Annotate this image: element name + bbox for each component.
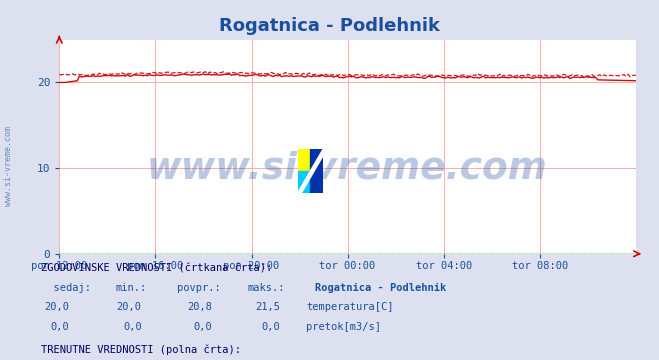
Text: 0,0: 0,0 xyxy=(123,322,142,332)
Text: povpr.:: povpr.: xyxy=(177,283,220,293)
Text: temperatura[C]: temperatura[C] xyxy=(306,302,394,312)
Text: Rogatnica - Podlehnik: Rogatnica - Podlehnik xyxy=(219,17,440,35)
Text: pretok[m3/s]: pretok[m3/s] xyxy=(306,322,382,332)
Text: 21,5: 21,5 xyxy=(255,302,280,312)
Text: www.si-vreme.com: www.si-vreme.com xyxy=(147,150,548,186)
Bar xyxy=(298,149,310,171)
Text: ZGODOVINSKE VREDNOSTI (črtkana črta):: ZGODOVINSKE VREDNOSTI (črtkana črta): xyxy=(41,264,272,274)
Bar xyxy=(310,149,323,193)
Text: 0,0: 0,0 xyxy=(262,322,280,332)
Text: maks.:: maks.: xyxy=(247,283,285,293)
Text: TRENUTNE VREDNOSTI (polna črta):: TRENUTNE VREDNOSTI (polna črta): xyxy=(41,344,241,355)
Bar xyxy=(298,171,310,193)
Text: sedaj:: sedaj: xyxy=(41,283,91,293)
Text: www.si-vreme.com: www.si-vreme.com xyxy=(4,126,13,206)
Text: Rogatnica - Podlehnik: Rogatnica - Podlehnik xyxy=(315,283,446,293)
Text: 0,0: 0,0 xyxy=(194,322,212,332)
Polygon shape xyxy=(298,149,323,193)
Text: 20,8: 20,8 xyxy=(187,302,212,312)
Text: min.:: min.: xyxy=(115,283,146,293)
Text: 20,0: 20,0 xyxy=(44,302,69,312)
Text: 20,0: 20,0 xyxy=(117,302,142,312)
Text: 0,0: 0,0 xyxy=(51,322,69,332)
